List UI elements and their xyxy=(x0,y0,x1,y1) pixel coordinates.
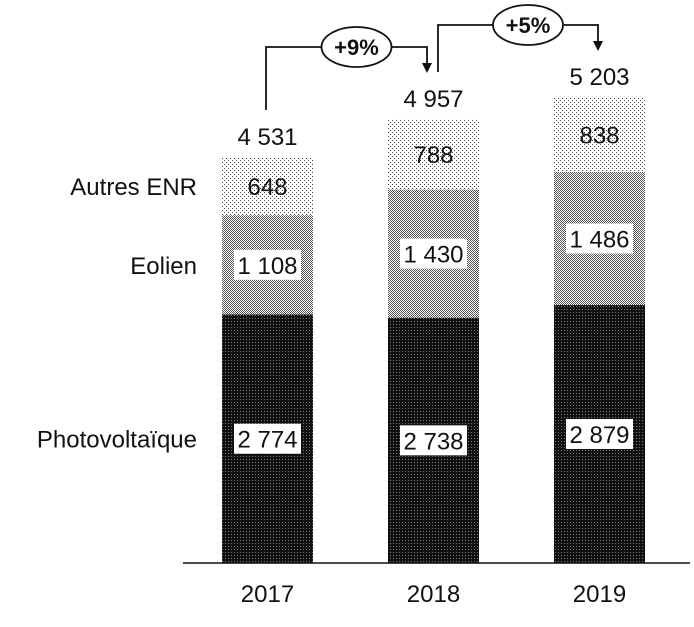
data-label-box xyxy=(400,425,467,456)
total-label: 4 531 xyxy=(237,124,297,151)
bar-segment-autres-enr-2018 xyxy=(388,118,479,190)
series-label: Autres ENR xyxy=(70,174,197,201)
data-label-box xyxy=(234,423,301,454)
growth-label: +9% xyxy=(334,35,379,60)
data-label: 1 486 xyxy=(569,226,629,253)
arrow-down-icon xyxy=(593,41,603,51)
data-label-box xyxy=(566,419,633,450)
x-tick-label: 2018 xyxy=(407,581,460,608)
data-label: 838 xyxy=(579,122,619,149)
x-tick-label: 2017 xyxy=(241,581,294,608)
data-label: 1 108 xyxy=(237,253,297,280)
total-label: 5 203 xyxy=(569,64,629,91)
data-label: 2 879 xyxy=(569,422,629,449)
x-tick-label: 2019 xyxy=(573,581,626,608)
arrow-down-icon xyxy=(422,63,432,73)
data-label-box xyxy=(400,238,467,269)
data-label: 1 430 xyxy=(403,242,463,269)
series-label: Photovoltaïque xyxy=(37,427,197,454)
bar-segment-autres-enr-2017 xyxy=(222,157,313,216)
growth-label: +5% xyxy=(506,13,551,38)
data-label: 2 738 xyxy=(403,428,463,455)
growth-badge xyxy=(492,4,564,46)
data-label: 2 774 xyxy=(237,427,297,454)
total-label: 4 957 xyxy=(403,86,463,113)
bar-segment-autres-enr-2019 xyxy=(554,96,645,172)
data-label: 648 xyxy=(247,174,287,201)
series-label: Eolien xyxy=(130,253,197,280)
data-label-box xyxy=(234,249,301,280)
data-label-box xyxy=(566,223,633,254)
growth-badge xyxy=(320,26,393,68)
data-label: 788 xyxy=(413,142,453,169)
